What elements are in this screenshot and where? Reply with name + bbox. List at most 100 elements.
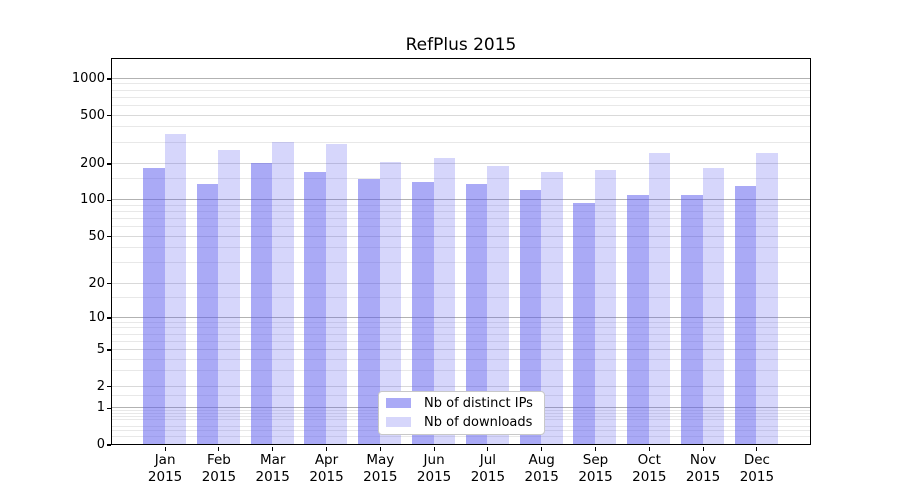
- x-tick-mark: [325, 446, 328, 451]
- gridline-minor: [112, 333, 810, 335]
- gridline-minor: [112, 340, 810, 342]
- y-tick-mark: [106, 78, 111, 80]
- bar-may-downloads: [379, 162, 402, 445]
- y-tick-mark: [106, 115, 111, 117]
- y-tick-label: 0: [96, 437, 105, 452]
- gridline-minor: [112, 247, 810, 249]
- y-tick-mark: [106, 283, 111, 285]
- x-tick-mark: [379, 446, 381, 451]
- bar-jun-distinct-ips: [412, 182, 434, 445]
- x-tick-mark: [272, 446, 274, 451]
- bar-jul-downloads: [487, 166, 509, 445]
- plot-area: Nb of distinct IPs Nb of downloads: [111, 58, 811, 446]
- bar-nov-distinct-ips: [681, 194, 703, 445]
- y-tick-mark: [106, 236, 111, 238]
- bar-jul-distinct-ips: [465, 184, 488, 445]
- bar-oct-distinct-ips: [627, 194, 649, 445]
- gridline-minor: [112, 104, 810, 106]
- gridline-minor: [112, 126, 810, 128]
- bars-layer: [112, 59, 810, 445]
- x-tick-mark: [648, 446, 650, 451]
- gridline-major: [112, 235, 810, 237]
- bar-jan-downloads: [164, 133, 186, 445]
- y-tick-label: 1: [96, 400, 105, 416]
- bar-mar-distinct-ips: [250, 163, 273, 445]
- x-tick-label: Nov 2015: [685, 452, 721, 485]
- bar-aug-downloads: [541, 171, 563, 445]
- y-tick-mark: [106, 199, 111, 202]
- y-tick-mark: [106, 317, 111, 319]
- y-tick-label: 5: [96, 342, 105, 358]
- x-tick-label: Jan 2015: [147, 452, 183, 485]
- x-tick-label: Aug 2015: [524, 452, 559, 485]
- legend-row-distinct-ips: Nb of distinct IPs: [386, 396, 544, 411]
- legend-label-distinct-ips: Nb of distinct IPs: [424, 395, 533, 411]
- legend-swatch-distinct-ips: [386, 398, 411, 409]
- bar-apr-downloads: [325, 143, 348, 445]
- bar-apr-distinct-ips: [304, 171, 326, 445]
- gridline-minor: [112, 261, 810, 263]
- y-tick-label: 100: [80, 192, 105, 208]
- x-tick-label: Mar 2015: [255, 452, 290, 485]
- chart-title: RefPlus 2015: [405, 35, 517, 55]
- gridline-major: [112, 282, 810, 284]
- x-tick-mark: [756, 446, 758, 451]
- legend-swatch-downloads: [386, 417, 411, 428]
- gridline-major: [112, 162, 810, 164]
- x-tick-label: Sep 2015: [578, 452, 613, 485]
- gridline-minor: [112, 358, 810, 360]
- x-tick-label: Feb 2015: [201, 452, 237, 485]
- gridline-minor: [112, 89, 810, 91]
- legend-row-downloads: Nb of downloads: [386, 415, 544, 430]
- gridline-major: [112, 385, 810, 387]
- y-tick-mark: [106, 444, 111, 446]
- y-tick-mark: [106, 407, 111, 409]
- y-tick-label: 10: [88, 309, 105, 325]
- bar-oct-downloads: [648, 152, 671, 445]
- gridline-major: [112, 316, 810, 318]
- gridline-minor: [112, 226, 810, 228]
- gridline-minor: [112, 327, 810, 329]
- bar-feb-downloads: [218, 149, 240, 445]
- x-tick-label: Jul 2015: [470, 452, 506, 485]
- y-tick-label: 1000: [71, 70, 105, 86]
- gridline-minor: [112, 178, 810, 180]
- bar-jun-downloads: [433, 158, 455, 445]
- y-tick-label: 20: [88, 275, 105, 291]
- gridline-minor: [112, 370, 810, 372]
- bar-sep-distinct-ips: [573, 202, 595, 445]
- gridline-major: [112, 199, 810, 201]
- x-tick-label: Dec 2015: [739, 452, 775, 485]
- gridline-minor: [112, 83, 810, 85]
- gridline-minor: [112, 296, 810, 298]
- gridline-minor: [112, 436, 810, 438]
- gridline-minor: [112, 321, 810, 323]
- gridline-minor: [112, 218, 810, 220]
- y-tick-mark: [106, 386, 111, 388]
- y-tick-label: 50: [88, 228, 105, 244]
- bar-nov-downloads: [702, 167, 724, 445]
- bar-dec-downloads: [756, 152, 778, 445]
- y-tick-mark: [106, 163, 111, 165]
- bar-dec-distinct-ips: [734, 186, 757, 445]
- y-tick-label: 200: [80, 156, 105, 172]
- gridline-minor: [112, 204, 810, 206]
- y-tick-mark: [106, 349, 111, 351]
- x-tick-label: Jun 2015: [416, 452, 452, 485]
- bar-mar-downloads: [272, 142, 294, 445]
- gridline-minor: [112, 141, 810, 143]
- gridline-major: [112, 348, 810, 350]
- x-tick-mark: [218, 446, 220, 451]
- y-tick-label: 500: [80, 107, 105, 123]
- gridline-minor: [112, 211, 810, 213]
- y-tick-label: 2: [96, 378, 105, 394]
- bar-sep-downloads: [594, 170, 617, 445]
- x-tick-mark: [702, 446, 704, 451]
- gridline-minor: [112, 96, 810, 98]
- gridline-major: [112, 77, 810, 79]
- x-tick-label: Oct 2015: [632, 452, 667, 485]
- x-tick-mark: [164, 446, 166, 451]
- gridline-major: [112, 114, 810, 116]
- legend: Nb of distinct IPs Nb of downloads: [378, 390, 545, 435]
